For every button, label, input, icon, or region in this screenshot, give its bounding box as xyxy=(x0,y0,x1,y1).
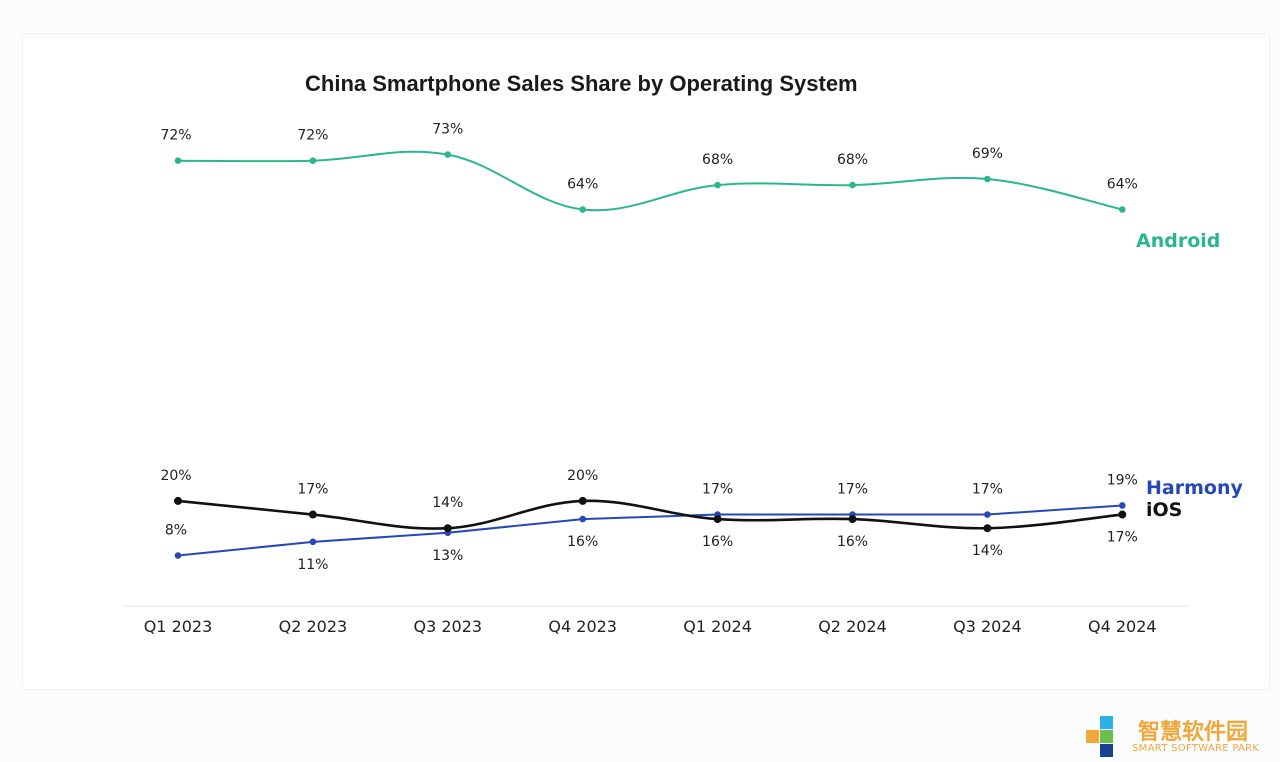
watermark-logo: 智慧软件园 SMART SOFTWARE PARK xyxy=(1084,714,1274,760)
data-point-harmony-0 xyxy=(174,552,182,559)
data-point-harmony-6 xyxy=(984,511,991,518)
data-point-android-3 xyxy=(579,206,586,213)
data-label-android-2: 73% xyxy=(432,122,463,138)
data-point-ios-7 xyxy=(1118,510,1127,519)
data-label-layer: 72% 72% 73% 64% 68% 68% 69% 64% 8% 11% 13% 16% 17% 17… xyxy=(160,122,1137,573)
data-point-ios-5 xyxy=(848,515,857,524)
x-tick-label-5: Q2 2024 xyxy=(818,617,887,636)
data-label-ios-1: 17% xyxy=(297,482,328,498)
data-label-ios-5: 16% xyxy=(837,534,868,550)
legend-harmony: Harmony xyxy=(1146,477,1243,499)
x-tick-label-0: Q1 2023 xyxy=(144,617,213,636)
data-label-ios-4: 16% xyxy=(702,534,733,550)
series-line-android xyxy=(177,150,1123,212)
data-point-ios-1 xyxy=(308,510,317,519)
x-tick-label-3: Q4 2023 xyxy=(548,617,617,636)
data-point-android-1 xyxy=(309,157,317,164)
data-point-android-2 xyxy=(444,151,452,158)
watermark-text-en: SMART SOFTWARE PARK xyxy=(1132,743,1260,754)
x-tick-label-1: Q2 2023 xyxy=(279,617,348,636)
series-ios xyxy=(174,496,1127,533)
data-point-android-4 xyxy=(714,181,721,189)
watermark-squares-icon xyxy=(1086,716,1113,757)
data-point-ios-2 xyxy=(443,524,452,533)
legend-android: Android xyxy=(1136,230,1220,252)
data-point-android-7 xyxy=(1119,206,1126,213)
data-point-android-5 xyxy=(849,181,856,189)
chart-title: China Smartphone Sales Share by Operatin… xyxy=(305,71,858,96)
data-label-ios-3: 20% xyxy=(567,468,598,484)
series-layer xyxy=(174,150,1127,559)
data-label-android-4: 68% xyxy=(702,152,733,168)
data-label-ios-0: 20% xyxy=(160,468,191,484)
series-line-ios xyxy=(177,499,1123,530)
data-point-ios-3 xyxy=(578,496,587,505)
data-point-ios-0 xyxy=(174,496,182,505)
series-line-harmony xyxy=(177,504,1123,557)
watermark-text-cn: 智慧软件园 xyxy=(1138,720,1249,745)
data-label-harmony-5: 17% xyxy=(837,482,868,498)
line-chart: China Smartphone Sales Share by Operatin… xyxy=(123,71,1243,636)
data-point-harmony-7 xyxy=(1119,502,1126,509)
x-tick-label-2: Q3 2023 xyxy=(414,617,483,636)
data-label-android-3: 64% xyxy=(567,177,598,193)
data-point-ios-4 xyxy=(713,515,722,524)
data-point-ios-6 xyxy=(983,524,992,533)
data-label-harmony-6: 17% xyxy=(972,482,1003,498)
data-label-android-7: 64% xyxy=(1107,177,1138,193)
x-tick-label-6: Q3 2024 xyxy=(953,617,1022,636)
chart-card: China Smartphone Sales Share by Operatin… xyxy=(22,33,1270,690)
series-android xyxy=(174,150,1126,213)
data-label-harmony-4: 17% xyxy=(702,482,733,498)
legend-ios: iOS xyxy=(1146,499,1182,521)
data-label-harmony-0: 8% xyxy=(165,523,187,539)
data-label-ios-2: 14% xyxy=(432,495,463,511)
data-label-harmony-3: 16% xyxy=(567,534,598,550)
data-point-android-0 xyxy=(174,157,182,164)
data-label-android-0: 72% xyxy=(160,128,191,144)
data-label-ios-7: 17% xyxy=(1107,530,1138,546)
x-tick-label-4: Q1 2024 xyxy=(683,617,752,636)
data-label-android-6: 69% xyxy=(972,146,1003,162)
data-label-android-5: 68% xyxy=(837,152,868,168)
data-point-harmony-1 xyxy=(309,538,317,546)
x-tick-layer: Q1 2023 Q2 2023 Q3 2023 Q4 2023 Q1 2024 Q2 20… xyxy=(144,617,1157,636)
x-tick-label-7: Q4 2024 xyxy=(1088,617,1157,636)
data-label-android-1: 72% xyxy=(297,128,328,144)
data-label-ios-6: 14% xyxy=(972,543,1003,559)
data-label-harmony-2: 13% xyxy=(432,548,463,564)
data-point-android-6 xyxy=(984,175,991,183)
data-label-harmony-1: 11% xyxy=(297,557,328,573)
data-label-harmony-7: 19% xyxy=(1107,472,1138,488)
data-point-harmony-3 xyxy=(579,515,586,523)
